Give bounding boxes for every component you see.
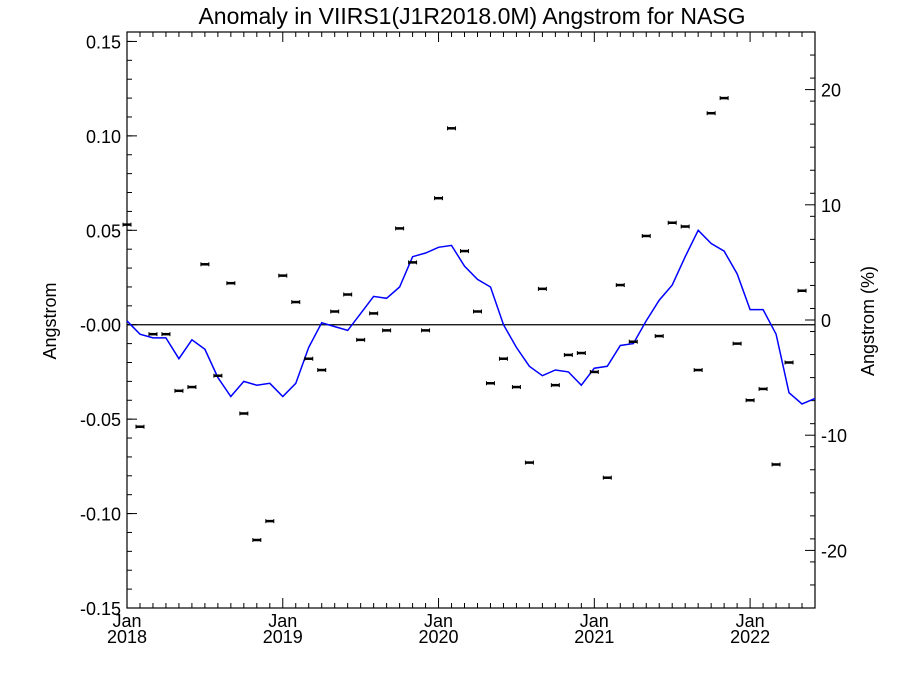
x-tick-label-year: 2022 xyxy=(730,627,770,647)
data-point xyxy=(797,288,807,293)
x-tick-label-year: 2020 xyxy=(419,627,459,647)
x-tick-label-year: 2019 xyxy=(263,627,303,647)
data-point xyxy=(576,351,586,356)
data-point xyxy=(641,233,651,238)
y-tick-label: 0.05 xyxy=(86,221,121,241)
y-tick-label: -0.00 xyxy=(80,316,121,336)
chart-title: Anomaly in VIIRS1(J1R2018.0M) Angstrom f… xyxy=(198,3,745,29)
data-point xyxy=(135,424,145,429)
data-point xyxy=(693,368,703,373)
plot-area xyxy=(122,96,816,543)
x-tick-label-month: Jan xyxy=(424,611,453,631)
data-point xyxy=(278,273,288,278)
y-tick-label: -0.10 xyxy=(80,505,121,525)
data-point xyxy=(745,398,755,403)
data-point xyxy=(395,226,405,231)
y2-tick-label: -20 xyxy=(821,541,847,561)
data-point xyxy=(758,386,768,391)
y2-axis-label: Angstrom (%) xyxy=(858,266,878,376)
data-point xyxy=(667,220,677,225)
data-point xyxy=(239,411,249,416)
data-point xyxy=(447,126,457,131)
x-tick-label-year: 2018 xyxy=(107,627,147,647)
data-point xyxy=(615,283,625,288)
data-point xyxy=(369,311,379,316)
data-point xyxy=(719,96,729,101)
x-tick-label-month: Jan xyxy=(268,611,297,631)
x-tick-label-year: 2021 xyxy=(574,627,614,647)
data-point xyxy=(213,373,223,378)
data-point xyxy=(382,328,392,333)
y2-tick-label: -10 xyxy=(821,426,847,446)
data-point xyxy=(434,196,444,201)
data-point xyxy=(537,286,547,291)
data-point xyxy=(654,334,664,339)
y2-tick-label: 0 xyxy=(821,311,831,331)
data-point xyxy=(460,249,470,254)
y2-tick-label: 10 xyxy=(821,196,841,216)
data-point xyxy=(252,538,262,543)
data-point xyxy=(148,332,158,337)
data-point xyxy=(485,381,495,386)
y-tick-label: -0.05 xyxy=(80,410,121,430)
data-point xyxy=(291,300,301,305)
axes: -0.15 -0.10 -0.05 -0.00 0.05 0.10 0.15 -20 -10 0 1… xyxy=(80,31,847,647)
data-point xyxy=(771,462,781,467)
data-point xyxy=(174,388,184,393)
data-point xyxy=(330,309,340,314)
y-tick-label: 0.15 xyxy=(86,32,121,52)
data-point xyxy=(550,383,560,388)
data-point xyxy=(563,352,573,357)
data-point xyxy=(472,309,482,314)
data-point xyxy=(122,222,132,227)
x-tick-label-month: Jan xyxy=(112,611,141,631)
data-point xyxy=(408,260,418,265)
data-point xyxy=(680,224,690,229)
y-tick-label: -0.15 xyxy=(80,599,121,619)
x-tick-label-month: Jan xyxy=(580,611,609,631)
data-point xyxy=(498,356,508,361)
y2-tick-label: 20 xyxy=(821,81,841,101)
data-point xyxy=(628,339,638,344)
y-tick-label: 0.10 xyxy=(86,127,121,147)
data-point xyxy=(589,369,599,374)
data-point xyxy=(511,385,521,390)
data-point xyxy=(200,262,210,267)
data-point xyxy=(421,328,431,333)
data-point xyxy=(343,292,353,297)
data-point xyxy=(304,356,314,361)
x-tick-label-month: Jan xyxy=(736,611,765,631)
data-point xyxy=(187,385,197,390)
data-point xyxy=(317,368,327,373)
plot-frame xyxy=(126,31,816,609)
y-axis-label: Angstrom xyxy=(40,282,60,359)
data-point xyxy=(524,460,534,465)
data-point xyxy=(784,360,794,365)
data-point xyxy=(265,519,275,524)
data-point xyxy=(356,337,366,342)
data-point xyxy=(602,475,612,480)
running-mean-line xyxy=(126,229,816,405)
data-point xyxy=(226,281,236,286)
data-point xyxy=(732,341,742,346)
data-point xyxy=(706,111,716,116)
data-point xyxy=(161,332,171,337)
